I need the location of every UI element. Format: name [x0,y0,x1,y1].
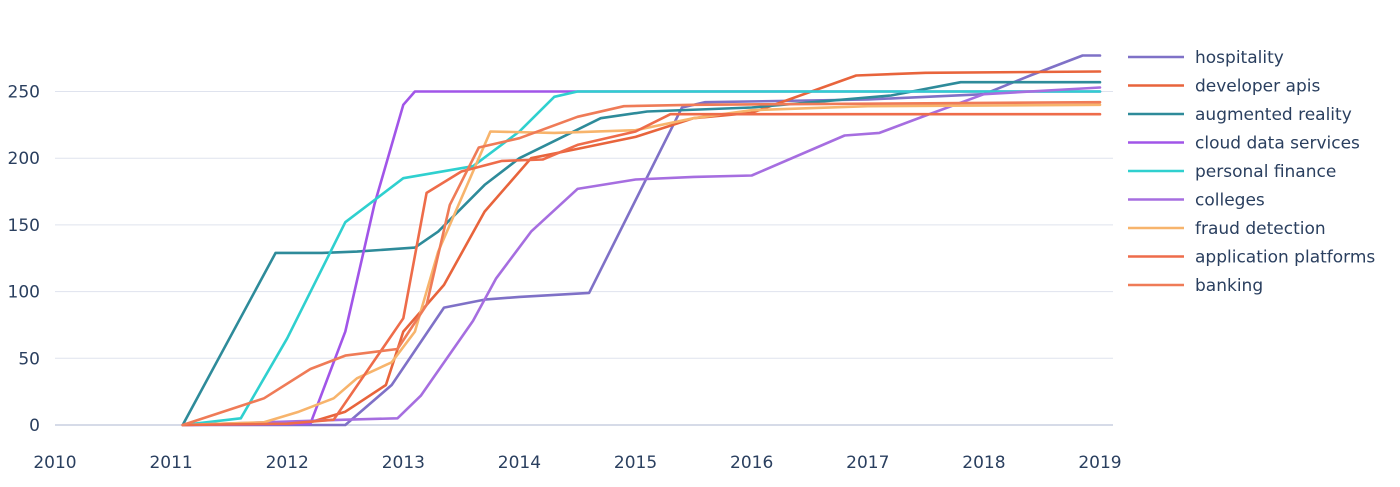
legend-item[interactable]: augmented reality [1128,105,1352,125]
x-tick-label: 2013 [382,453,425,473]
legend-label: augmented reality [1195,105,1352,125]
x-tick-label: 2014 [498,453,541,473]
legend-label: developer apis [1195,77,1320,97]
legend-item[interactable]: application platforms [1128,248,1375,268]
series-layer [181,54,1102,427]
legend: hospitality developer apis augmented reali… [1128,48,1375,296]
y-tick-label: 50 [18,349,40,369]
legend-label: personal finance [1195,162,1336,182]
x-tick-label: 2012 [266,453,309,473]
grid-layer [55,91,1113,426]
legend-label: cloud data services [1195,134,1360,154]
series-line-personal-finance [181,90,1102,427]
y-tick-label: 200 [8,149,40,169]
legend-label: fraud detection [1195,219,1326,239]
x-tick-label: 2017 [846,453,889,473]
x-axis: 2010 2011 2012 2013 2014 2015 2016 2017 2018 2019 [33,453,1121,473]
series-line-application-platforms [181,112,1102,427]
series-line-cloud-data-services [181,90,1102,427]
legend-label: banking [1195,276,1263,296]
x-tick-label: 2016 [730,453,773,473]
legend-item[interactable]: developer apis [1128,77,1320,97]
x-tick-label: 2015 [614,453,657,473]
series-line-colleges [181,86,1102,427]
legend-item[interactable]: hospitality [1128,48,1284,68]
legend-item[interactable]: personal finance [1128,162,1336,182]
series-line-banking [181,100,1102,427]
y-tick-label: 100 [8,283,40,303]
x-tick-label: 2018 [962,453,1005,473]
series-line-augmented-reality [181,80,1102,427]
x-tick-label: 2010 [33,453,76,473]
legend-item[interactable]: banking [1128,276,1263,296]
legend-item[interactable]: colleges [1128,191,1265,211]
y-axis: 0 50 100 150 200 250 [8,83,40,437]
series-line-developer-apis [181,70,1102,427]
legend-item[interactable]: cloud data services [1128,134,1360,154]
legend-label: application platforms [1195,248,1375,268]
legend-item[interactable]: fraud detection [1128,219,1326,239]
series-line-fraud-detection [181,103,1102,427]
y-tick-label: 0 [29,416,40,436]
x-tick-label: 2011 [149,453,192,473]
legend-label: hospitality [1195,48,1284,68]
x-tick-label: 2019 [1078,453,1121,473]
y-tick-label: 150 [8,216,40,236]
series-line-hospitality [181,54,1102,427]
legend-label: colleges [1195,191,1265,211]
y-tick-label: 250 [8,83,40,103]
